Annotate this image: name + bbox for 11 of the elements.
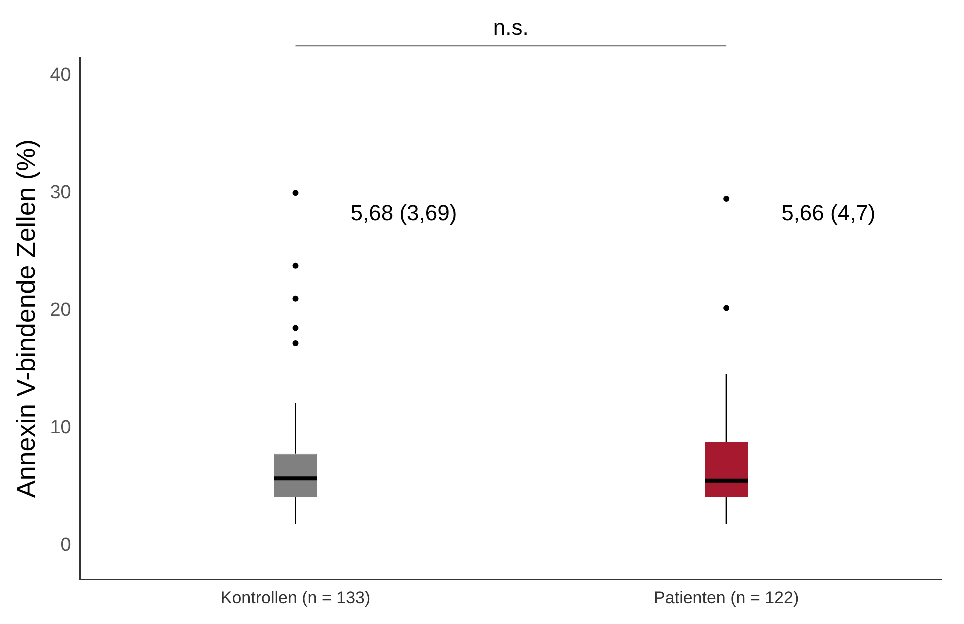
y-axis-title: Annexin V-bindende Zellen (%) <box>10 140 41 498</box>
annotation: 5,68 (3,69) <box>350 200 458 226</box>
x-tick-label: Patienten (n = 122) <box>654 588 800 608</box>
y-tick-label: 30 <box>50 182 72 204</box>
y-tick-label: 0 <box>60 534 72 556</box>
y-tick-label: 20 <box>50 300 72 321</box>
y-tick-label: 40 <box>50 64 72 86</box>
y-tick-label: 10 <box>50 417 72 438</box>
annotation: 5,66 (4,7) <box>782 200 876 226</box>
text: n.s. <box>493 15 529 40</box>
x-tick-label: Kontrollen (n = 133) <box>220 588 371 608</box>
